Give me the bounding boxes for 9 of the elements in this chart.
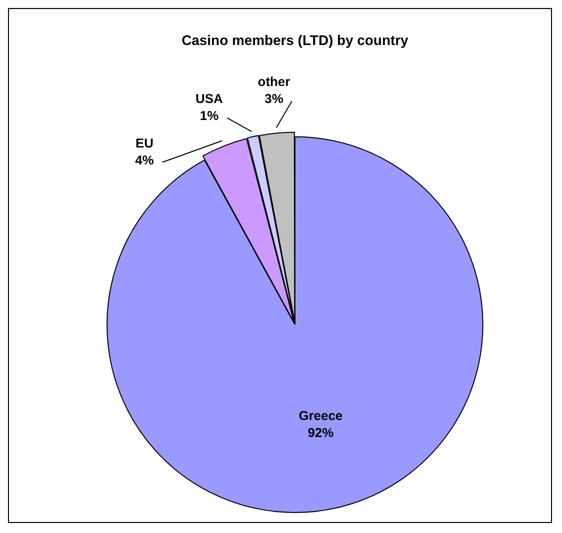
slice-label: Greece — [298, 408, 343, 423]
slice-label: EU — [135, 135, 154, 150]
slice-label: USA — [196, 91, 223, 106]
chart-title: Casino members (LTD) by country — [182, 32, 409, 48]
data-label: 92% — [308, 424, 334, 440]
data-label: 3% — [264, 91, 284, 106]
slice-label: other — [258, 74, 290, 90]
data-label: 1% — [200, 108, 220, 124]
data-label: 4% — [135, 152, 154, 168]
